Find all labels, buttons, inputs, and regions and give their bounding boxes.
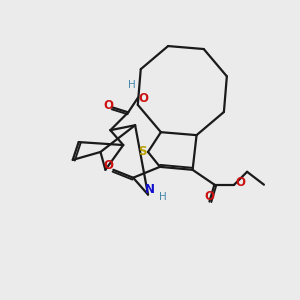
Text: O: O (103, 99, 113, 112)
Text: N: N (145, 183, 155, 196)
Text: O: O (235, 176, 245, 189)
Text: S: S (138, 146, 146, 158)
Text: O: O (138, 92, 148, 105)
Text: O: O (103, 159, 113, 172)
Text: H: H (128, 80, 136, 90)
Text: O: O (204, 190, 214, 203)
Text: H: H (159, 192, 167, 202)
